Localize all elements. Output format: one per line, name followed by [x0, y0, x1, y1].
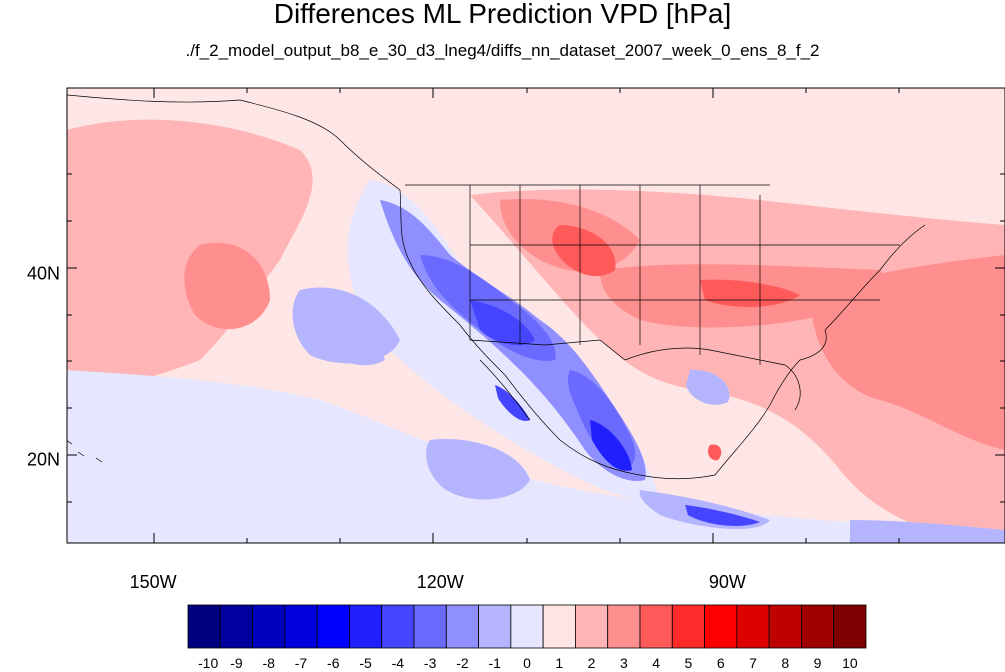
- colorbar-swatch: [801, 604, 835, 649]
- colorbar-tick-label: -6: [327, 655, 340, 671]
- colorbar-tick-label: -2: [456, 655, 469, 671]
- colorbar-swatch: [704, 604, 738, 649]
- colorbar-swatch: [639, 604, 673, 649]
- colorbar-tick-label: -9: [230, 655, 243, 671]
- colorbar-tick-label: 3: [620, 655, 628, 671]
- x-tick-label: 150W: [130, 572, 177, 592]
- x-tick-label: 120W: [417, 572, 464, 592]
- x-axis-labels: 150W 120W 90W: [130, 572, 746, 592]
- colorbar-swatch: [510, 604, 544, 649]
- colorbar-swatch: [316, 604, 350, 649]
- map-subtitle: ./f_2_model_output_b8_e_30_d3_lneg4/diff…: [185, 41, 820, 60]
- y-tick-label: 20N: [27, 449, 60, 469]
- colorbar-tick-label: -1: [488, 655, 501, 671]
- map-title: Differences ML Prediction VPD [hPa]: [273, 0, 732, 29]
- x-tick-label: 90W: [709, 572, 746, 592]
- colorbar-tick-label: 2: [588, 655, 596, 671]
- colorbar-tick-label: -8: [262, 655, 275, 671]
- colorbar-tick-label: -10: [198, 655, 218, 671]
- colorbar-swatch: [187, 604, 221, 649]
- coastlines-and-borders: [67, 94, 926, 480]
- colorbar-tick-label: 4: [652, 655, 660, 671]
- colorbar-swatch: [445, 604, 479, 649]
- colorbar-swatch: [768, 604, 802, 649]
- colorbar-swatch: [219, 604, 253, 649]
- y-tick-label: 40N: [27, 264, 60, 284]
- colorbar-tick-label: -5: [359, 655, 372, 671]
- colorbar-tick-label: 8: [781, 655, 789, 671]
- colorbar-swatch: [284, 604, 318, 649]
- colorbar-swatch: [575, 604, 609, 649]
- colorbar-swatch: [349, 604, 383, 649]
- colorbar-tick-label: 9: [814, 655, 822, 671]
- colorbar-swatch: [671, 604, 705, 649]
- colorbar-swatch: [542, 604, 576, 649]
- colorbar-tick-label: 1: [555, 655, 563, 671]
- colorbar: [187, 604, 867, 649]
- colorbar-swatch: [413, 604, 447, 649]
- colorbar-swatch: [607, 604, 641, 649]
- colorbar-tick-label: 0: [523, 655, 531, 671]
- colorbar-tick-label: 5: [685, 655, 693, 671]
- colorbar-tick-label: -7: [295, 655, 308, 671]
- colorbar-swatch: [736, 604, 770, 649]
- colorbar-tick-label: 7: [749, 655, 757, 671]
- colorbar-tick-label: 10: [842, 655, 858, 671]
- axis-ticks: [67, 88, 1005, 543]
- colorbar-swatch: [381, 604, 415, 649]
- colorbar-swatch: [478, 604, 512, 649]
- difference-field: [67, 88, 1005, 543]
- colorbar-swatch: [252, 604, 286, 649]
- colorbar-tick-label: 6: [717, 655, 725, 671]
- colorbar-labels: -10 -9 -8 -7 -6 -5 -4 -3 -2 -1 0 1 2 3 4 5 6 7 8 9 10: [198, 655, 858, 671]
- colorbar-tick-label: -3: [424, 655, 437, 671]
- colorbar-swatch: [833, 604, 867, 649]
- colorbar-tick-label: -4: [392, 655, 405, 671]
- y-axis-labels: 40N 20N: [27, 264, 60, 470]
